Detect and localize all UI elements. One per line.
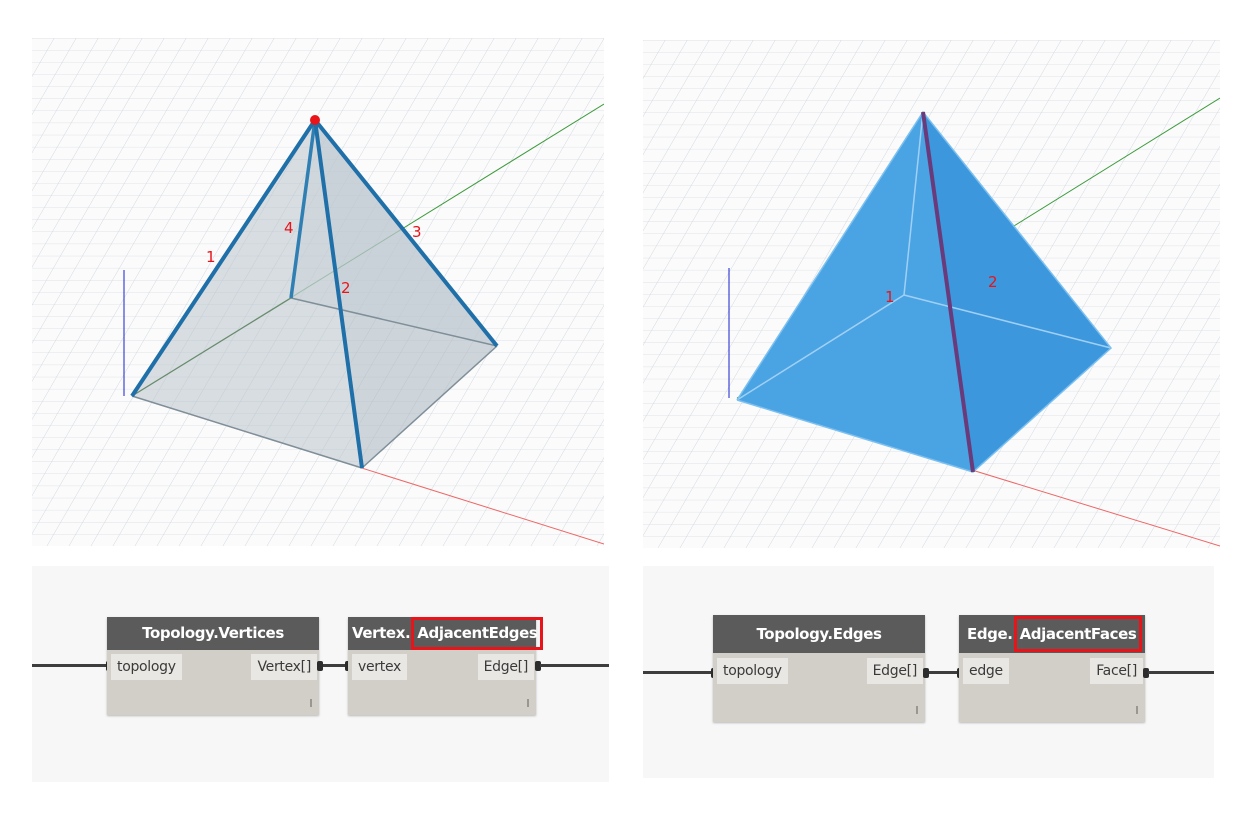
node-title: Edge. AdjacentFaces — [959, 615, 1145, 653]
edge-label-1: 1 — [206, 248, 216, 266]
node-title-prefix: Vertex. — [352, 624, 411, 642]
edge-output-port[interactable]: Edge[] — [477, 654, 534, 680]
right-node-graph[interactable]: Topology.Edges topology Edge[] Edge. Adja… — [643, 566, 1214, 778]
pyramid-outline — [736, 110, 1113, 473]
edge-adjacent-faces-node[interactable]: Edge. AdjacentFaces edge Face[] — [959, 615, 1145, 722]
connector-wire — [925, 671, 961, 674]
pyramid-face-back — [291, 120, 497, 346]
adjacent-edge-2 — [313, 119, 364, 469]
right-3d-viewport[interactable]: 1 2 — [643, 40, 1220, 548]
vertex-input-port[interactable]: vertex — [352, 654, 407, 680]
input-wire — [643, 671, 715, 674]
topology-vertices-node[interactable]: Topology.Vertices topology Vertex[] — [107, 617, 319, 715]
pyramid-face-right — [315, 120, 497, 468]
edge-output-port[interactable]: Edge[] — [866, 658, 923, 684]
node-title: Topology.Vertices — [107, 617, 319, 650]
node-title-highlight: AdjacentEdges — [411, 617, 544, 650]
output-port-knob[interactable] — [1143, 668, 1149, 678]
topology-input-port[interactable]: topology — [111, 654, 182, 680]
adjacent-edge-4 — [289, 119, 317, 299]
hidden-edge-apex — [903, 111, 924, 296]
resize-grip[interactable] — [916, 706, 918, 714]
face-label-2: 2 — [988, 273, 998, 291]
resize-grip[interactable] — [527, 699, 529, 707]
adjacent-edge-3 — [313, 118, 499, 348]
base-edge-front-right — [361, 345, 498, 469]
pyramid-face-right — [923, 112, 1111, 472]
output-wire — [540, 664, 609, 667]
node-title-highlight: AdjacentFaces — [1013, 616, 1143, 652]
left-node-graph[interactable]: Topology.Vertices topology Vertex[] Vert… — [32, 566, 609, 782]
node-title: Topology.Edges — [713, 615, 925, 653]
input-wire — [32, 664, 110, 667]
topology-edges-node[interactable]: Topology.Edges topology Edge[] — [713, 615, 925, 722]
output-wire — [1148, 671, 1214, 674]
edge-label-3: 3 — [412, 223, 422, 241]
base-edge-back-right — [290, 297, 498, 347]
connector-wire — [319, 664, 349, 667]
face-output-port[interactable]: Face[] — [1090, 658, 1143, 684]
vertex-adjacent-edges-node[interactable]: Vertex. AdjacentEdges vertex Edge[] — [348, 617, 544, 715]
resize-grip[interactable] — [310, 699, 312, 707]
output-port-knob[interactable] — [535, 661, 541, 671]
resize-grip[interactable] — [1136, 706, 1138, 714]
right-scene: 1 2 — [643, 40, 1220, 548]
hidden-edge-left — [736, 294, 905, 401]
base-edge-front-left — [131, 395, 363, 469]
adjacent-edge-1 — [130, 118, 317, 398]
face-label-1: 1 — [885, 288, 895, 306]
output-port-knob[interactable] — [923, 668, 929, 678]
node-title: Vertex. AdjacentEdges — [348, 617, 544, 650]
edge-label-2: 2 — [341, 279, 351, 297]
vertex-output-port[interactable]: Vertex[] — [251, 654, 317, 680]
output-port-knob[interactable] — [317, 661, 323, 671]
left-scene: 1 2 3 4 — [32, 38, 604, 546]
edge-label-4: 4 — [284, 219, 294, 237]
topology-input-port[interactable]: topology — [717, 658, 788, 684]
hidden-edge-right — [903, 294, 1112, 349]
selected-edge — [921, 111, 975, 473]
selected-vertex — [310, 115, 320, 125]
base-edge-back-left — [131, 297, 292, 397]
node-title-prefix: Edge. — [967, 625, 1013, 643]
edge-input-port[interactable]: edge — [963, 658, 1009, 684]
left-3d-viewport[interactable]: 1 2 3 4 — [32, 38, 604, 546]
